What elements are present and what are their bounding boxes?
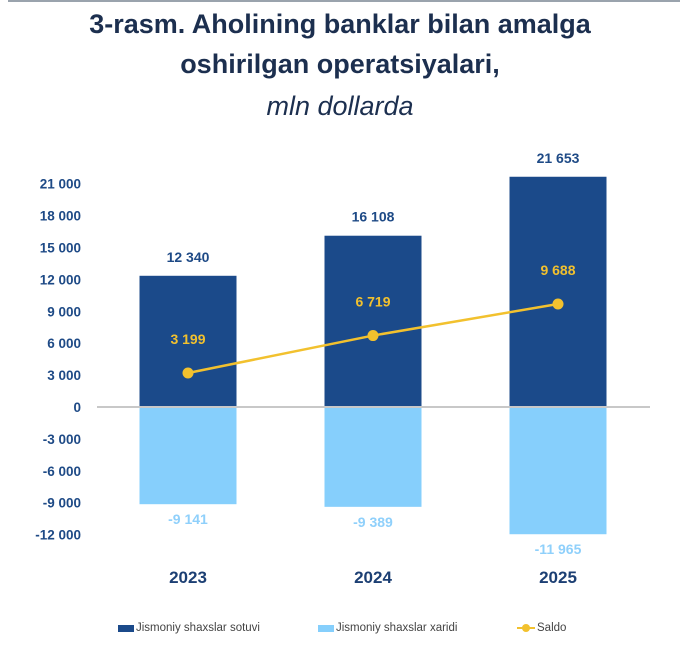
x-tick-label: 2024 — [354, 568, 392, 587]
label-saldo: 6 719 — [355, 294, 390, 310]
data-labels: 12 340 -9 141 3 199 16 108 -9 389 6 719 21 653… — [167, 150, 582, 557]
bars-sotuvi — [139, 176, 607, 407]
label-xaridi: -11 965 — [535, 541, 582, 557]
legend-label-saldo: Saldo — [537, 622, 567, 634]
legend-item-xaridi: Jismoniy shaxslar xaridi — [318, 622, 457, 634]
chart-title-line-2: oshirilgan operatsiyalari, — [180, 49, 500, 79]
label-saldo: 9 688 — [540, 262, 575, 278]
legend: Jismoniy shaxslar sotuvi Jismoniy shaxsl… — [0, 622, 680, 642]
y-tick-label: 3 000 — [47, 368, 81, 383]
y-tick-label: 9 000 — [47, 304, 81, 319]
x-tick-label: 2025 — [539, 568, 577, 587]
legend-item-sotuvi: Jismoniy shaxslar sotuvi — [118, 622, 260, 634]
legend-label-sotuvi: Jismoniy shaxslar sotuvi — [136, 622, 260, 634]
bar-xaridi — [324, 407, 422, 507]
bar-xaridi — [509, 407, 607, 535]
legend-swatch-sotuvi — [118, 624, 134, 632]
saldo-point — [182, 367, 194, 379]
saldo-line — [182, 298, 564, 379]
y-tick-label: 12 000 — [40, 272, 81, 287]
y-tick-label: -6 000 — [43, 464, 81, 479]
bar-xaridi — [139, 407, 237, 505]
bar-sotuvi — [324, 235, 422, 407]
label-sotuvi: 12 340 — [167, 249, 210, 265]
y-tick-label: -3 000 — [43, 432, 81, 447]
label-sotuvi: 21 653 — [537, 150, 580, 166]
x-tick-label: 2023 — [169, 568, 207, 587]
saldo-point — [552, 298, 564, 310]
chart-subtitle: mln dollarda — [266, 91, 414, 121]
legend-label-xaridi: Jismoniy shaxslar xaridi — [336, 622, 458, 634]
chart-title-line-1: 3-rasm. Aholining banklar bilan amalga — [89, 9, 591, 39]
x-axis-ticks: 2023 2024 2025 — [169, 568, 577, 587]
label-sotuvi: 16 108 — [352, 209, 395, 225]
legend-item-saldo: Saldo — [517, 622, 566, 634]
y-tick-label: 15 000 — [40, 241, 81, 256]
y-tick-label: -9 000 — [43, 496, 81, 511]
legend-swatch-xaridi — [318, 624, 334, 632]
label-xaridi: -9 389 — [353, 514, 393, 530]
top-border-rule — [8, 0, 680, 2]
bar-sotuvi — [509, 176, 607, 407]
y-axis-ticks: 21 000 18 000 15 000 12 000 9 000 6 000 3 000 0… — [35, 177, 81, 543]
label-saldo: 3 199 — [170, 331, 205, 347]
y-tick-label: 18 000 — [40, 209, 81, 224]
bar-sotuvi — [139, 275, 237, 407]
y-tick-label: -12 000 — [35, 528, 81, 543]
label-xaridi: -9 141 — [168, 511, 208, 527]
y-tick-label: 21 000 — [40, 177, 81, 192]
legend-marker-saldo — [517, 623, 535, 633]
saldo-point — [367, 330, 379, 342]
y-tick-label: 6 000 — [47, 336, 81, 351]
bars-xaridi — [139, 407, 607, 535]
y-tick-label: 0 — [73, 400, 81, 415]
